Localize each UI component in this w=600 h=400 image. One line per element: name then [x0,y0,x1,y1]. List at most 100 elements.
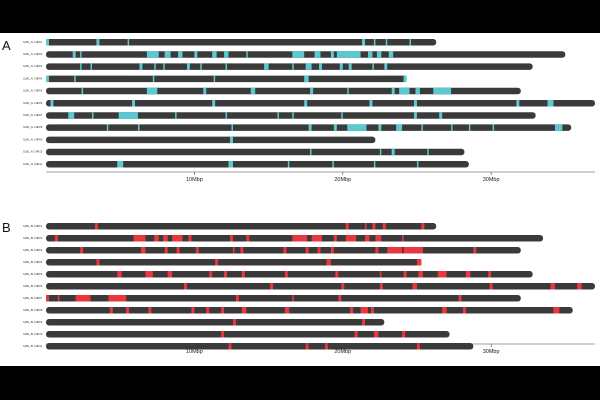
panel-b-highlight-region [283,247,287,254]
panel-a-highlight-region [413,100,417,107]
panel-b-highlight-region [229,235,233,242]
panel-b-highlight-region [240,247,244,254]
panel-b-chromosome-bar [46,343,474,350]
panel-b-highlight-region [488,271,492,278]
panel-a-highlight-region [310,87,314,95]
panel-a-highlight-region [304,75,309,83]
panel-a-highlight-region [229,136,233,144]
panel-a-highlight-region [213,75,216,83]
panel-a-highlight-region [117,161,124,168]
panel-b-highlight-region [228,343,232,350]
panel-b-highlight-region [164,247,168,254]
panel-a-tick-label: 30Mbp [483,177,500,183]
panel-b-highlight-region [117,271,122,278]
panel-a-highlight-region [379,148,382,156]
panel-b-chromosome-bar [46,259,422,266]
panel-a-highlight-region [200,63,202,70]
panel-a-highlight-region [80,51,82,58]
panel-b-highlight-region [183,283,187,290]
panel-b-highlight-region [333,235,337,242]
panel-b-highlight-region [284,307,290,314]
panel-b-highlight-region [80,247,84,254]
panel-b-highlight-region [188,235,192,242]
panel-b-highlight-region [379,271,382,278]
panel-b-tick-label: 30Mbp [483,349,500,355]
panel-b: B SLB1_Bi CHR01 SLB1_Bi CHR02 SLB1_Bi CHR0… [2,220,595,355]
panel-a-chromosome-bar [46,39,437,46]
panel-a-highlight-region [347,87,349,95]
panel-b-highlight-region [133,235,146,242]
panel-b-highlight-region [338,295,342,302]
panel-b-highlight-region [292,235,308,242]
panel-a-chromosome-label: SLB1_Ai CHR08 [23,125,43,129]
panel-a-highlight-region [163,63,165,70]
panel-a-chromosome-bar [46,75,407,83]
panel-b-chromosome-label: SLB1_Bi CHR09 [23,320,43,324]
panel-a-highlight-region [554,124,563,131]
panel-b-chromosome-bar [46,319,385,326]
panel-b-highlight-region [75,295,91,302]
panel-a-highlight-region [384,63,388,70]
panel-a-highlight-region [439,112,443,119]
panel-a-highlight-region [178,51,183,58]
panel-a-highlight-region [367,51,373,58]
panel-b-highlight-region [221,331,225,338]
panel-a-highlight-region [132,100,136,107]
panel-a-highlight-region [373,161,376,168]
panel-b-highlight-region [57,295,60,302]
panel-a-highlight-region [372,63,374,70]
panel-a-highlight-region [137,124,140,131]
panel-a-highlight-region [246,51,248,58]
panel-a-highlight-region [231,124,233,131]
figure: A SLB1_Ai CHR01 SLB1_Ai CHR02 SLB1_Ai CHR0… [0,33,600,366]
panel-b-highlight-region [172,235,183,242]
panel-a-highlight-region [451,124,453,131]
panel-b-highlight-region [375,235,382,242]
panel-a-chromosome-bar [46,161,469,168]
panel-a-highlight-region [415,87,420,95]
panel-a-highlight-region [413,112,417,119]
panel-b-highlight-region [421,223,425,230]
panel-b-chromosome-label: SLB1_Bi CHR05 [23,272,43,276]
panel-a-highlight-region [347,124,367,131]
panel-a-highlight-region [175,112,177,119]
panel-b-highlight-region [311,235,322,242]
panel-a-highlight-region [164,51,171,58]
panel-a-highlight-region [341,112,343,119]
panel-a-highlight-region [403,75,407,83]
panel-b-highlight-region [473,247,477,254]
panel-a-chromosome-label: SLB1_Ai CHR01 [23,40,43,44]
panel-b-letter: B [2,220,11,235]
panel-a-highlight-region [330,51,334,58]
panel-a-highlight-region [212,100,216,107]
panel-a-highlight-region [427,148,429,156]
panel-b-highlight-region [379,283,383,290]
panel-b-highlight-region [370,307,374,314]
panel-a-highlight-region [314,51,321,58]
panel-b-highlight-region [163,235,168,242]
panel-b-highlight-region [109,307,113,314]
panel-b-highlight-region [365,235,370,242]
panel-b-highlight-region [553,307,560,314]
panel-b-highlight-region [232,247,235,254]
panel-b-highlight-region [195,247,199,254]
panel-a-highlight-region [68,112,75,119]
panel-b-chromosome-label: SLB1_Bi CHR02 [23,236,43,240]
panel-a-tick-label: 10Mbp [186,177,203,183]
panel-b-highlight-region [350,307,354,314]
panel-a-highlight-region [399,87,410,95]
panel-b-highlight-region [418,271,423,278]
panel-a-highlight-region [373,39,376,46]
panel-a-highlight-region [292,63,294,70]
panel-b-highlight-region [375,247,379,254]
panel-b-tick-label: 10Mbp [186,349,203,355]
panel-a-highlight-region [228,161,233,168]
panel-b-chromosome-label: SLB1_Bi CHR06 [23,284,43,288]
panel-b-highlight-region [176,247,180,254]
panel-b-highlight-region [167,271,173,278]
panel-b-highlight-region [54,235,58,242]
panel-a-highlight-region [50,100,54,107]
panel-b-chromosome-label: SLB1_Bi CHR07 [23,296,43,300]
panel-b-highlight-region [345,235,357,242]
panel-a-highlight-region [333,124,337,131]
